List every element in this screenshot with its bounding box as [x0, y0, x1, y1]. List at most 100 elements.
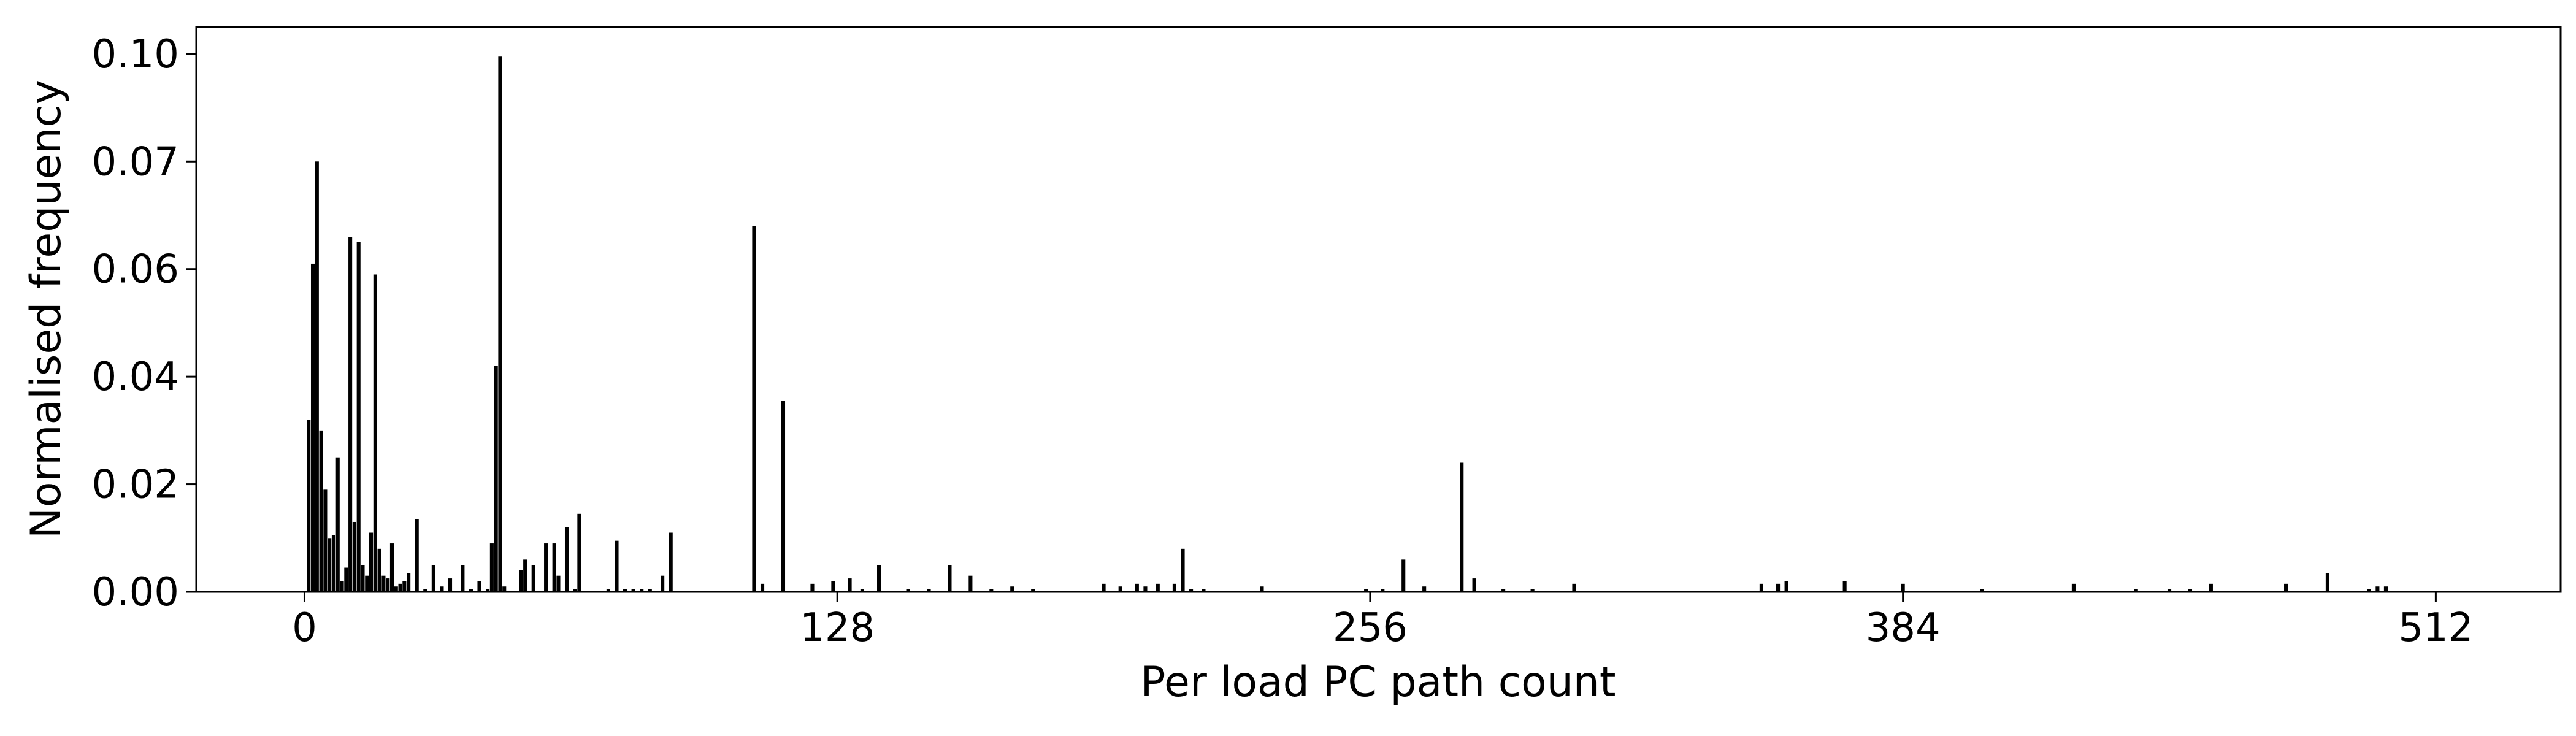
bar [469, 589, 473, 592]
x-tick-label: 0 [292, 605, 317, 651]
bar [1172, 583, 1176, 592]
bar [1784, 581, 1788, 592]
bar [989, 589, 994, 592]
bar [1472, 578, 1476, 592]
bar [344, 567, 348, 592]
bar [1530, 589, 1535, 592]
y-axis-ticks: 0.00 0.02 0.04 0.06 0.07 0.10 [92, 32, 196, 615]
bar [415, 519, 419, 592]
bar [2284, 583, 2288, 592]
bar [335, 457, 340, 592]
bar [402, 581, 407, 592]
bar [1980, 589, 1984, 592]
bar [2209, 583, 2213, 592]
bar [1364, 589, 1368, 592]
bar [2375, 586, 2380, 592]
bar [531, 565, 535, 592]
bar [927, 589, 931, 592]
bar [2383, 586, 2388, 592]
bar [1202, 589, 1206, 592]
bar [1381, 589, 1385, 592]
y-tick-label: 0.02 [92, 462, 180, 508]
bar [1102, 583, 1106, 592]
bar [1189, 589, 1194, 592]
bar [315, 161, 319, 592]
bar [948, 565, 952, 592]
bar [760, 583, 765, 592]
bar [1759, 583, 1763, 592]
bar [1181, 548, 1185, 592]
bar [1422, 586, 1427, 592]
bar [319, 430, 323, 592]
bar [489, 543, 494, 592]
bar [477, 581, 481, 592]
bar [1901, 583, 1905, 592]
bar [373, 274, 377, 592]
bar [781, 401, 786, 592]
bar [577, 513, 581, 592]
bar [461, 565, 465, 592]
bar [906, 589, 910, 592]
bar [348, 237, 353, 592]
bar [389, 543, 394, 592]
bar [848, 578, 852, 592]
bar [1143, 586, 1148, 592]
bar [498, 56, 502, 592]
bar [1501, 589, 1506, 592]
bar [631, 589, 635, 592]
bar [431, 565, 435, 592]
bar [423, 589, 427, 592]
bar [573, 589, 577, 592]
bar [1572, 583, 1576, 592]
bar [448, 578, 453, 592]
bar [810, 583, 815, 592]
bar [1401, 559, 1406, 592]
x-tick-label: 384 [1866, 605, 1941, 651]
x-tick-label: 128 [800, 605, 875, 651]
bar [377, 548, 381, 592]
bar [398, 583, 402, 592]
x-axis-ticks: 0 128 256 384 512 [292, 592, 2473, 651]
bar [519, 570, 523, 592]
bar [440, 586, 444, 592]
bar [615, 540, 619, 592]
bar [486, 589, 490, 592]
bar [361, 565, 365, 592]
bar [381, 575, 386, 592]
bar [365, 575, 369, 592]
bar [968, 575, 973, 592]
bar [877, 565, 881, 592]
bar [2325, 573, 2329, 592]
bar [502, 586, 507, 592]
bar [1776, 583, 1781, 592]
bar [1460, 462, 1464, 592]
bar [556, 575, 561, 592]
bar [1135, 583, 1139, 592]
bar [831, 581, 835, 592]
bar [1118, 586, 1122, 592]
y-axis-label: Normalised frequency [22, 80, 71, 539]
x-tick-label: 256 [1333, 605, 1408, 651]
bar [523, 559, 527, 592]
bar [323, 489, 328, 592]
bar [2134, 589, 2138, 592]
x-tick-label: 512 [2398, 605, 2473, 651]
bar [1842, 581, 1847, 592]
bar [661, 575, 665, 592]
bar [752, 226, 756, 592]
bar [1260, 586, 1264, 592]
bar [340, 581, 344, 592]
bar [386, 578, 390, 592]
bar [1156, 583, 1160, 592]
bar [328, 538, 332, 592]
plot-frame [195, 26, 2562, 593]
bar [494, 366, 498, 592]
bar [331, 535, 336, 592]
bar [552, 543, 556, 592]
bar [606, 589, 610, 592]
bar [640, 589, 644, 592]
bar [369, 532, 374, 592]
bar [394, 586, 398, 592]
